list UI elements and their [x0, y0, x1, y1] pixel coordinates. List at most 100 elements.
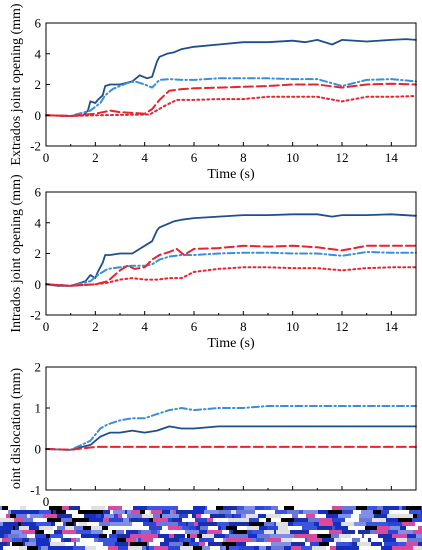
noise-block: [118, 514, 122, 518]
noise-block: [101, 514, 104, 518]
noise-block: [308, 518, 319, 522]
y-axis-title: oint dislocation (mm): [9, 368, 24, 490]
noise-block: [104, 514, 114, 518]
noise-block: [84, 514, 96, 518]
noise-block: [90, 534, 99, 538]
noise-block: [332, 526, 335, 530]
noise-block: [250, 510, 255, 514]
noise-block: [19, 526, 29, 530]
noise-block: [23, 542, 25, 546]
noise-block: [140, 510, 145, 514]
noise-block: [357, 542, 371, 546]
noise-block: [0, 538, 2, 542]
noise-block: [114, 514, 118, 518]
noise-block: [308, 506, 322, 510]
noise-block: [331, 534, 339, 538]
noise-block: [138, 518, 149, 522]
noise-block: [350, 538, 352, 542]
noise-block: [249, 522, 264, 526]
noise-block: [225, 534, 229, 538]
x-tick-label: 12: [336, 319, 349, 334]
noise-block: [167, 506, 171, 510]
noise-block: [210, 514, 225, 518]
noise-block: [26, 506, 38, 510]
noise-block: [110, 510, 113, 514]
noise-block: [44, 530, 54, 534]
noise-block: [131, 510, 140, 514]
noise-block: [241, 514, 246, 518]
noise-block: [406, 542, 418, 546]
noise-block: [108, 506, 122, 510]
y-tick-label: 6: [35, 185, 42, 200]
noise-block: [229, 546, 239, 550]
noise-block: [188, 514, 192, 518]
noise-block: [190, 510, 204, 514]
noise-block: [287, 510, 299, 514]
noise-block: [398, 546, 413, 550]
noise-block: [231, 530, 233, 534]
noise-block: [413, 514, 417, 518]
noise-block: [236, 522, 249, 526]
noise-block: [259, 518, 261, 522]
noise-block: [98, 514, 101, 518]
noise-block: [200, 546, 202, 550]
series-line-dashed: [45, 244, 417, 287]
noise-block: [223, 538, 226, 542]
noise-block: [53, 526, 57, 530]
noise-block: [353, 510, 361, 514]
noise-block: [356, 506, 367, 510]
noise-block: [25, 542, 36, 546]
noise-block: [269, 510, 275, 514]
noise-block: [131, 518, 138, 522]
noise-block: [284, 506, 294, 510]
noise-block: [236, 542, 246, 546]
noise-block: [317, 526, 332, 530]
noise-block: [371, 542, 382, 546]
noise-block: [11, 510, 25, 514]
noise-block: [396, 506, 399, 510]
noise-block: [268, 538, 281, 542]
noise-block: [94, 538, 98, 542]
series-line-solid: [45, 38, 417, 117]
noise-block: [292, 538, 305, 542]
noise-block: [364, 534, 376, 538]
noise-block: [85, 546, 96, 550]
x-tick-label: 8: [240, 150, 247, 165]
noise-block: [178, 522, 186, 526]
noise-block: [387, 514, 398, 518]
noise-block: [208, 542, 222, 546]
noise-block: [382, 542, 384, 546]
noise-block: [259, 546, 266, 550]
noise-block: [185, 534, 187, 538]
noise-block: [145, 542, 147, 546]
noise-block: [418, 542, 422, 546]
noise-block: [18, 522, 21, 526]
noise-block: [193, 546, 200, 550]
noise-block: [149, 526, 158, 530]
noise-block: [8, 510, 11, 514]
noise-block: [130, 542, 145, 546]
noise-block: [53, 510, 56, 514]
noise-block: [8, 534, 19, 538]
noise-block: [218, 526, 221, 530]
noise-block: [21, 522, 36, 526]
noise-block: [207, 506, 216, 510]
noise-block: [147, 542, 149, 546]
noise-block: [332, 518, 345, 522]
noise-block: [142, 514, 153, 518]
noise-block: [103, 542, 115, 546]
noise-block: [103, 518, 109, 522]
x-tick-label: 12: [336, 150, 349, 165]
noise-block: [6, 514, 10, 518]
noise-block: [169, 522, 178, 526]
noise-block: [66, 510, 78, 514]
noise-block: [319, 542, 329, 546]
noise-block: [115, 510, 125, 514]
noise-block: [384, 542, 398, 546]
noise-block: [376, 534, 378, 538]
noise-block: [157, 530, 160, 534]
noise-block: [341, 506, 356, 510]
noise-block: [211, 526, 218, 530]
